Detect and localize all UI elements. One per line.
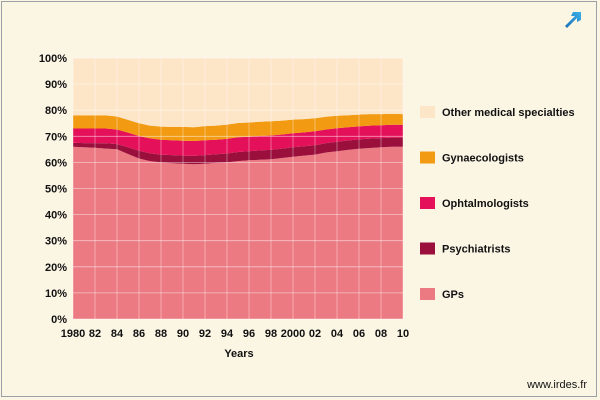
- legend-label: GPs: [442, 289, 464, 301]
- x-tick-label: 86: [133, 328, 145, 340]
- x-tick-label: 02: [309, 328, 321, 340]
- area-ophtalmologists: [73, 124, 403, 156]
- x-tick-label: 08: [375, 328, 387, 340]
- x-tick-label: 10: [397, 328, 409, 340]
- y-tick-label: 40%: [45, 210, 67, 222]
- y-tick-label: 100%: [39, 53, 67, 65]
- x-axis-label: Years: [224, 348, 253, 360]
- y-tick-label: 70%: [45, 131, 67, 143]
- y-tick-label: 90%: [45, 79, 67, 91]
- x-tick-label: 1980: [61, 328, 85, 340]
- legend: Other medical specialties Gynaecologists O…: [420, 106, 575, 301]
- y-tick-label: 20%: [45, 262, 67, 274]
- x-tick-label: 90: [177, 328, 189, 340]
- y-tick-label: 60%: [45, 157, 67, 169]
- y-tick-label: 0%: [51, 314, 67, 326]
- legend-swatch: [420, 197, 435, 209]
- legend-label: Gynaecologists: [442, 153, 524, 165]
- legend-swatch: [420, 242, 435, 255]
- x-tick-label: 2000: [281, 328, 305, 340]
- area-gynaecologists: [73, 113, 403, 141]
- source-label: www.irdes.fr: [527, 379, 587, 391]
- legend-swatch: [420, 106, 435, 118]
- y-axis-ticks: 0% 10% 20% 30% 40% 50% 60% 70% 80% 90% 100%: [39, 53, 67, 326]
- x-tick-label: 82: [89, 328, 101, 340]
- y-tick-label: 50%: [45, 184, 67, 196]
- legend-label: Other medical specialties: [442, 107, 575, 119]
- chart-grid: [72, 57, 404, 320]
- x-tick-label: 92: [199, 328, 211, 340]
- x-tick-label: 98: [265, 328, 277, 340]
- x-tick-label: 96: [243, 328, 255, 340]
- x-tick-label: 04: [331, 328, 344, 340]
- x-tick-label: 06: [353, 328, 365, 340]
- x-tick-label: 88: [155, 328, 167, 340]
- x-axis-ticks: 1980 82 84 86 88 90 92 94 96 98 2000 02 04 06 08 10: [61, 328, 409, 340]
- x-tick-label: 94: [221, 328, 234, 340]
- legend-label: Psychiatrists: [442, 244, 510, 256]
- y-tick-label: 10%: [45, 288, 67, 300]
- legend-swatch: [420, 151, 435, 164]
- y-tick-label: 30%: [45, 236, 67, 248]
- legend-swatch: [420, 288, 435, 300]
- y-tick-label: 80%: [45, 105, 67, 117]
- x-tick-label: 84: [111, 328, 124, 340]
- area-psychiatrists: [73, 137, 403, 165]
- legend-label: Ophtalmologists: [442, 198, 529, 210]
- external-arrow-icon[interactable]: [563, 10, 583, 30]
- area-gps: [73, 146, 403, 319]
